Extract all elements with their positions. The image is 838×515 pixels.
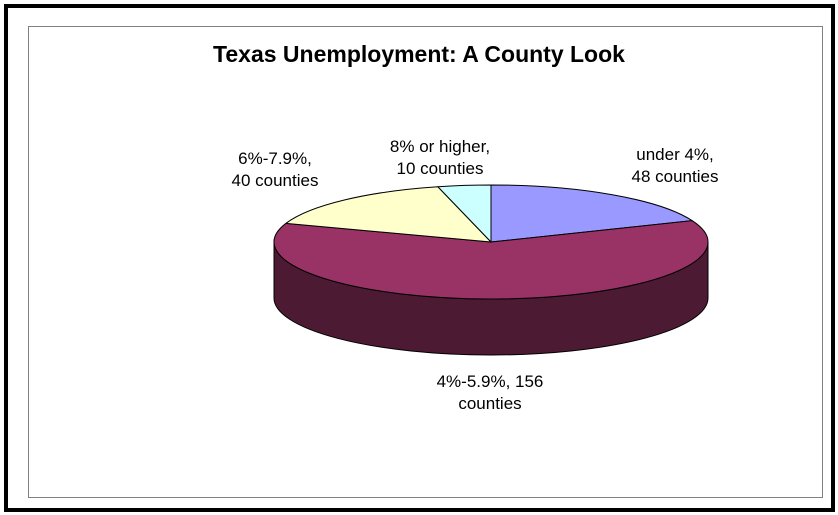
pie-slice-4-to-5-9 xyxy=(273,220,709,300)
pie-slice-8-or-higher xyxy=(437,184,492,243)
label-6-to-7-9: 6%-7.9%, 40 counties xyxy=(231,149,319,190)
pie-slice-under-4 xyxy=(490,184,693,243)
label-8-or-higher: 8% or higher, 10 counties xyxy=(389,137,491,178)
label-under-4: under 4%, 48 counties xyxy=(631,145,719,186)
pie-slice-6-to-7-9 xyxy=(285,186,492,243)
chart-title: Texas Unemployment: A County Look xyxy=(213,41,625,67)
label-4-to-5-9: 4%-5.9%, 156 counties xyxy=(436,372,544,413)
